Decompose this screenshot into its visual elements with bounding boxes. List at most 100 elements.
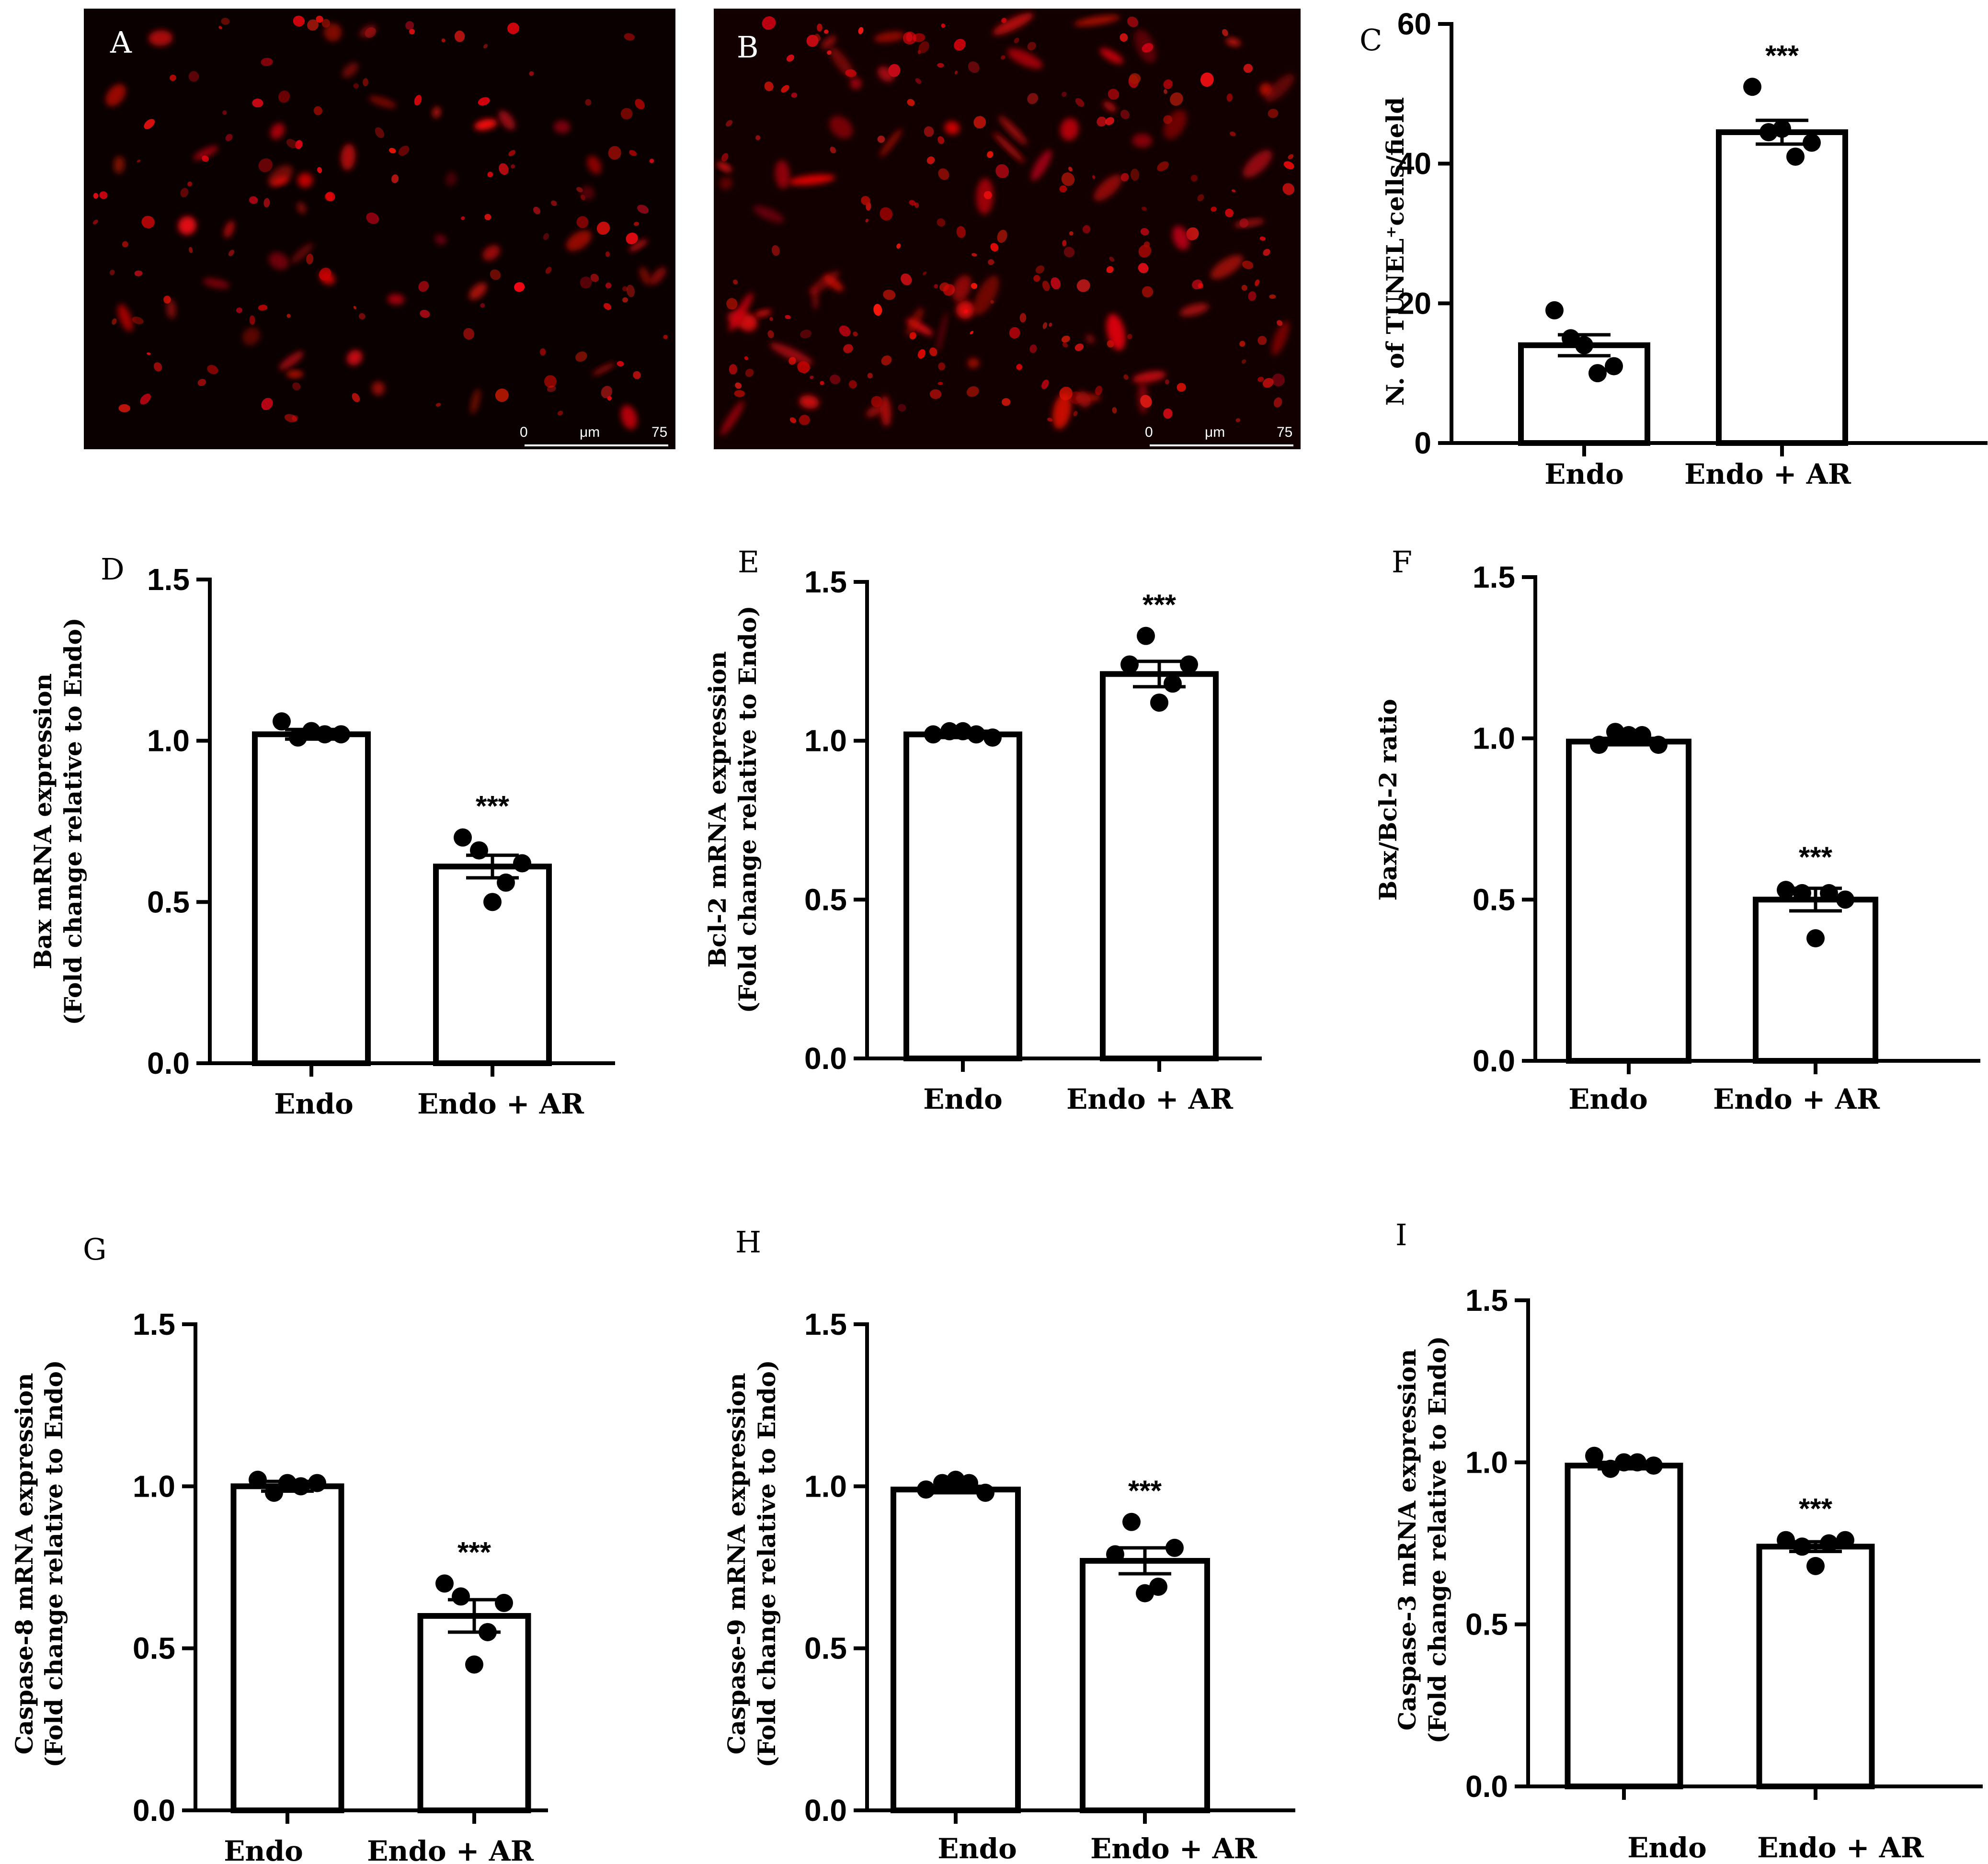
bar-endo: [1518, 342, 1650, 446]
cell-spot: [1257, 336, 1267, 345]
x-category-label: Endo + AR: [1684, 458, 1851, 490]
significance-stars: ***: [1799, 1493, 1833, 1525]
cell-spot: [997, 229, 1007, 243]
cell-spot: [297, 172, 313, 188]
cell-spot: [249, 196, 258, 204]
cell-spot: [478, 97, 490, 106]
data-point: [1628, 1453, 1646, 1472]
cell-spot: [1073, 411, 1078, 417]
x-category-label: Endo + AR: [1066, 1083, 1234, 1115]
cell-spot: [140, 393, 151, 405]
cell-spot: [754, 309, 772, 318]
cell-spot: [544, 375, 557, 388]
cell-spot: [1069, 231, 1074, 236]
cell-spot: [543, 233, 549, 240]
cell-spot: [507, 23, 519, 34]
cell-spot: [1129, 73, 1141, 84]
cell-spot: [762, 16, 776, 30]
y-tick-label: 0.0: [1465, 1769, 1508, 1804]
data-point: [292, 1477, 310, 1496]
data-point: [1820, 1534, 1838, 1553]
cell-spot: [956, 226, 966, 238]
cell-spot: [317, 167, 322, 173]
cell-spot: [446, 171, 457, 186]
cell-spot: [917, 50, 921, 55]
cell-spot: [1163, 408, 1173, 419]
cell-spot: [105, 84, 126, 107]
cell-spot: [470, 388, 480, 414]
y-tick-label: 1.0: [133, 1469, 175, 1503]
x-category-label: Endo + AR: [1713, 1083, 1880, 1115]
cell-spot: [261, 398, 273, 410]
cell-spot: [637, 205, 649, 214]
cell-spot: [293, 15, 305, 27]
cell-spot: [1140, 395, 1152, 408]
cell-spot: [1019, 313, 1027, 323]
cell-spot: [865, 218, 869, 223]
cell-spot: [490, 269, 501, 280]
significance-stars: ***: [1765, 39, 1799, 71]
data-point: [470, 841, 488, 860]
cell-spot: [733, 279, 738, 285]
cell-spot: [903, 31, 916, 45]
cell-spot: [1239, 341, 1245, 347]
significance-stars: ***: [476, 790, 510, 822]
y-axis-label: (Fold change relative to Endo): [753, 1360, 781, 1767]
cell-spot: [268, 252, 289, 270]
cell-spot: [1106, 266, 1114, 273]
cell-spot: [575, 351, 587, 362]
cell-spot: [508, 150, 516, 157]
cell-spot: [866, 404, 884, 417]
cell-spot: [1226, 38, 1241, 46]
data-point: [265, 1483, 283, 1502]
data-point: [454, 828, 472, 847]
y-axis-label: Caspase-8 mRNA expression: [10, 1373, 38, 1755]
cell-spot: [149, 30, 173, 46]
cell-spot: [1049, 322, 1052, 327]
y-tick-label: 0.5: [804, 1631, 847, 1666]
data-point: [316, 725, 334, 744]
cell-spot: [937, 63, 944, 68]
y-tick-label: 1.0: [804, 724, 847, 758]
cell-spot: [592, 362, 616, 376]
cell-spot: [1027, 42, 1036, 51]
cell-spot: [1130, 169, 1140, 181]
data-point: [1605, 357, 1623, 375]
bar-endo: [230, 1483, 344, 1813]
cell-spot: [635, 99, 645, 110]
cell-spot: [821, 36, 836, 49]
y-tick-label: 40: [1397, 147, 1431, 181]
cell-spot: [605, 282, 612, 289]
y-tick-label: 1.5: [133, 1307, 175, 1341]
cell-spot: [141, 216, 155, 228]
data-point: [1585, 1446, 1603, 1465]
cell-spot: [353, 306, 357, 310]
cell-spot: [827, 50, 832, 55]
cell-spot: [767, 330, 774, 339]
cell-spot: [799, 395, 819, 409]
cell-spot: [1142, 43, 1154, 53]
y-tick-label: 0.5: [1465, 1607, 1508, 1642]
cell-spot: [587, 156, 602, 174]
cell-spot: [874, 31, 905, 43]
cell-spot: [228, 250, 235, 256]
cell-spot: [1052, 393, 1072, 430]
cell-spot: [720, 177, 732, 190]
y-tick-label: 1.0: [1465, 1445, 1508, 1479]
y-axis-label: N. of TUNEL⁺cells/field: [1381, 97, 1409, 406]
data-point: [1590, 736, 1608, 754]
cell-spot: [726, 120, 733, 127]
significance-stars: ***: [1128, 1475, 1162, 1507]
cell-spot: [1140, 228, 1149, 236]
cell-spot: [898, 404, 906, 412]
cell-spot: [1226, 93, 1233, 102]
data-point: [1777, 1531, 1795, 1549]
x-category-label: Endo + AR: [1757, 1831, 1924, 1864]
cell-spot: [769, 317, 774, 321]
cell-spot: [420, 309, 430, 318]
cell-spot: [197, 379, 206, 386]
cell-spot: [557, 410, 563, 416]
cell-spot: [1232, 189, 1236, 193]
cell-spot: [480, 303, 485, 308]
